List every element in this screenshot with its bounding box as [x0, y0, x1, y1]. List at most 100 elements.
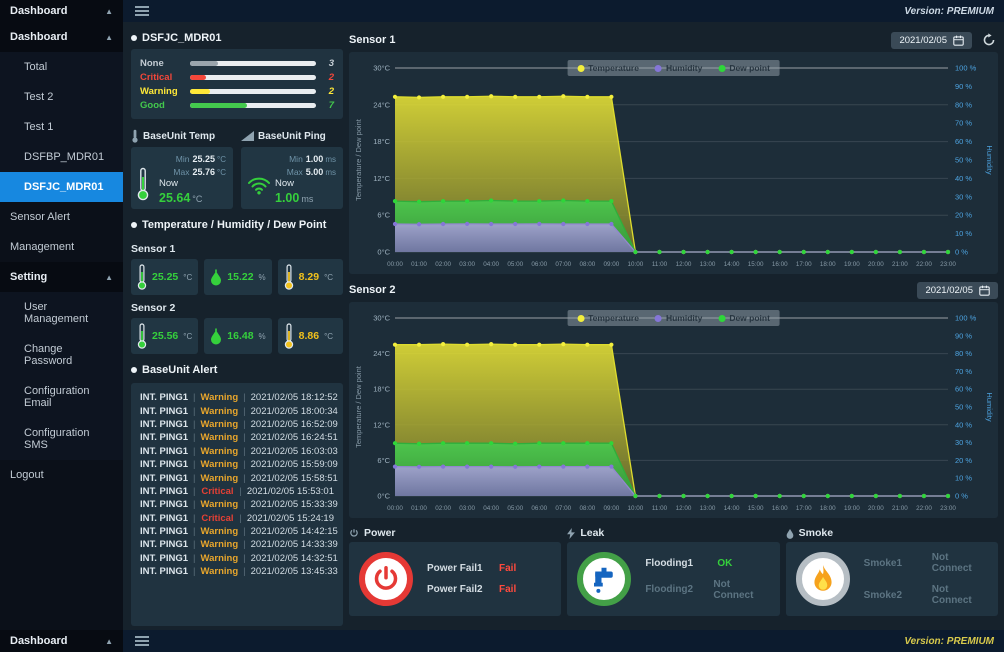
device-status: Fail [499, 563, 517, 574]
date-value: 2021/02/05 [899, 34, 947, 46]
thermometer-icon [132, 129, 138, 143]
device-label: Smoke2 [863, 589, 903, 601]
device-status: Fail [499, 584, 517, 595]
thd-section-title: Temperature / Humidity / Dew Point [131, 219, 343, 231]
sensor-value: 16.48 [227, 330, 254, 342]
sidebar-item-label: Sensor Alert [10, 211, 70, 223]
sidebar-item-configuration-sms[interactable]: Configuration SMS [0, 418, 123, 460]
sidebar-item-setting[interactable]: Setting ▲ [0, 262, 123, 292]
alert-timestamp: 2021/02/05 14:42:15 [250, 526, 338, 538]
alert-timestamp: 2021/02/05 18:12:52 [250, 392, 338, 404]
menu-icon[interactable] [135, 636, 149, 646]
sidebar-item-label: Setting [10, 271, 48, 283]
svg-text:18°C: 18°C [373, 137, 390, 146]
leak-rows: Flooding1 OK Flooding2 Not Connect [645, 558, 769, 601]
device-label: Flooding2 [645, 584, 694, 595]
sidebar-item-dsfbp-mdr01[interactable]: DSFBP_MDR01 [0, 142, 123, 172]
sidebar-item-dashboard[interactable]: Dashboard ▲ [0, 22, 123, 52]
separator: | [243, 418, 246, 430]
sidebar-item-configuration-email[interactable]: Configuration Email [0, 376, 123, 418]
menu-icon[interactable] [135, 6, 149, 16]
sensor-card: 15.22% [204, 259, 272, 295]
sensor-unit: % [258, 272, 266, 282]
sidebar-item-sensor-alert[interactable]: Sensor Alert [0, 202, 123, 232]
alert-severity: Critical [201, 485, 234, 497]
dewpoint-thermometer-icon [284, 264, 294, 290]
date-picker[interactable]: 2021/02/05 [891, 31, 972, 49]
sidebar-item-test-2[interactable]: Test 2 [0, 82, 123, 112]
separator: | [193, 499, 196, 511]
sidebar-item-management[interactable]: Management [0, 232, 123, 262]
alert-name: INT. PING1 [140, 485, 189, 497]
svg-text:17:00: 17:00 [796, 505, 812, 512]
alert-row: INT. PING1 | Warning | 2021/02/05 14:32:51 [140, 552, 338, 565]
separator: | [239, 485, 242, 497]
sidebar-item-user-management[interactable]: User Management [0, 292, 123, 334]
chart-svg: 0°C 6°C 12°C 18°C 24°C 30°C 0 % 10 % 20 % 30 % 40 … [354, 314, 994, 513]
sidebar-item-dsfjc-mdr01[interactable]: DSFJC_MDR01 [0, 172, 123, 202]
leak-header: Leak [567, 524, 779, 542]
status-row-count: 7 [328, 99, 334, 111]
sidebar-header[interactable]: Dashboard ▲ [0, 0, 123, 22]
separator: | [193, 432, 196, 444]
separator: | [243, 472, 246, 484]
sidebar-item-test-1[interactable]: Test 1 [0, 112, 123, 142]
sidebar-item-logout[interactable]: Logout [0, 460, 123, 490]
power-rows: Power Fail1 Fail Power Fail2 Fail [427, 563, 551, 595]
svg-text:20 %: 20 % [955, 211, 972, 220]
sensor-card: 16.48% [204, 318, 272, 354]
svg-text:80 %: 80 % [955, 100, 972, 109]
sidebar-item-total[interactable]: Total [0, 52, 123, 82]
svg-text:14:00: 14:00 [724, 261, 740, 268]
alert-severity: Warning [200, 432, 239, 444]
svg-text:02:00: 02:00 [435, 261, 451, 268]
sensor-card: 8.29 °C [277, 259, 343, 295]
status-bar-track [190, 60, 316, 66]
sensor-value: 8.29 [298, 271, 320, 283]
sensor-unit: °C [183, 272, 193, 282]
flame-icon [795, 552, 850, 606]
refresh-button[interactable] [980, 31, 998, 49]
svg-text:21:00: 21:00 [892, 261, 908, 268]
alert-timestamp: 2021/02/05 13:45:33 [250, 566, 338, 578]
thermometer-icon [137, 264, 147, 290]
sensor-card: 25.56 °C [131, 318, 199, 354]
smoke-title: Smoke [798, 527, 834, 539]
sidebar-footer[interactable]: Dashboard ▲ [0, 630, 123, 652]
signal-bars-icon [241, 131, 254, 141]
sidebar-item-change-password[interactable]: Change Password [0, 334, 123, 376]
legend-item-temperature: Temperature [577, 313, 639, 323]
chart-2-header: Sensor 2 2021/02/05 [349, 278, 998, 302]
svg-text:70 %: 70 % [955, 119, 972, 128]
legend-label: Humidity [665, 313, 703, 323]
svg-text:01:00: 01:00 [411, 505, 427, 512]
status-bar-track [190, 88, 316, 94]
alert-name: INT. PING1 [140, 445, 189, 457]
panel-smoke: Smoke Smoke1 Not Connect Smoke2 Not Connect [785, 524, 998, 616]
sensor-value: 25.56 [152, 330, 179, 342]
alert-list: INT. PING1 | Warning | 2021/02/05 18:12:52 IN… [131, 383, 343, 626]
now-label: Now [275, 178, 295, 189]
svg-text:30°C: 30°C [373, 64, 390, 73]
collapse-arrow-icon: ▲ [105, 272, 113, 282]
separator: | [243, 539, 246, 551]
legend-item-dew-point: Dew point [718, 313, 770, 323]
svg-text:6°C: 6°C [377, 456, 390, 465]
alert-row: INT. PING1 | Warning | 2021/02/05 16:24:51 [140, 431, 338, 444]
separator: | [243, 405, 246, 417]
alert-timestamp: 2021/02/05 15:24:19 [246, 512, 334, 524]
svg-text:07:00: 07:00 [555, 261, 571, 268]
svg-text:50 %: 50 % [955, 156, 972, 165]
sensor-unit: °C [324, 331, 334, 341]
alert-severity: Warning [200, 499, 239, 511]
alert-row: INT. PING1 | Warning | 2021/02/05 14:42:15 [140, 525, 338, 538]
svg-text:Temperature / Dew point: Temperature / Dew point [354, 365, 363, 448]
separator: | [243, 459, 246, 471]
status-row-count: 3 [328, 57, 334, 69]
date-picker[interactable]: 2021/02/05 [917, 281, 998, 299]
separator: | [193, 526, 196, 538]
svg-text:10 %: 10 % [955, 474, 972, 483]
humidity-drop-icon [210, 328, 222, 345]
sidebar-item-label: User Management [24, 301, 89, 325]
max-label: Max [173, 167, 190, 177]
